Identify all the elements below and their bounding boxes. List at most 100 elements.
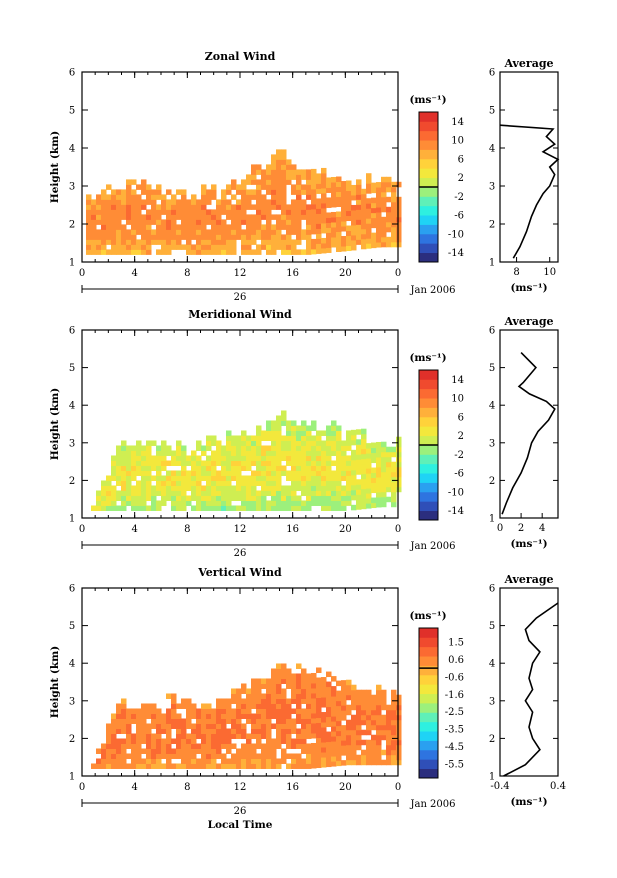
x-tick-label: 4 [131, 268, 137, 279]
y-tick-label: 6 [69, 68, 75, 79]
profile-y-tick-label: 3 [489, 438, 495, 449]
colorbar-tick-label: -14 [448, 248, 464, 259]
profile-y-tick-label: 4 [489, 144, 495, 155]
colorbar-segment [419, 196, 438, 207]
y-tick-label: 3 [69, 182, 75, 193]
colorbar-segment [419, 445, 438, 455]
profile-y-tick-label: 6 [489, 68, 495, 79]
y-axis-label: Height (km) [49, 646, 61, 718]
x-tick-label: 12 [234, 268, 247, 279]
profile-y-tick-label: 2 [489, 734, 495, 745]
y-tick-label: 1 [69, 258, 75, 269]
colorbar-segment [419, 646, 438, 657]
profile-y-tick-label: 5 [489, 363, 495, 374]
x-tick-label: 0 [395, 524, 401, 535]
colorbar-segment [419, 379, 438, 390]
profile-y-tick-label: 1 [489, 258, 495, 269]
y-tick-label: 5 [69, 363, 75, 374]
colorbar-tick-label: -5.5 [445, 760, 464, 771]
colorbar-tick-label: 2 [458, 431, 464, 442]
colorbar-segment [419, 463, 438, 474]
profile-panel: Average 1 2 3 4 5 6 -0.4 0.4(ms⁻¹) [489, 573, 566, 808]
x-tick-label: 4 [131, 524, 137, 535]
colorbar-segment [419, 501, 438, 512]
panel-title: Meridional Wind [188, 308, 292, 321]
colorbar-segment [419, 407, 438, 418]
colorbar-tick-label: -2.5 [445, 707, 464, 718]
colorbar-tick-label: 2 [458, 173, 464, 184]
colorbar-tick-label: 14 [451, 117, 464, 128]
colorbar-tick-label: -10 [448, 229, 464, 240]
colorbar-segment [419, 674, 438, 685]
profile-y-tick-label: 6 [489, 326, 495, 337]
colorbar-segment [419, 454, 438, 465]
profile-frame [499, 587, 559, 777]
colorbar [418, 111, 439, 263]
x-tick-label: 20 [339, 268, 352, 279]
x-tick-label: 20 [339, 782, 352, 793]
colorbar [418, 369, 439, 521]
profile-y-tick-label: 3 [489, 696, 495, 707]
colorbar-segment [419, 224, 438, 235]
profile-title: Average [503, 315, 553, 328]
colorbar-segment [419, 158, 438, 169]
x-tick-label: 12 [234, 524, 247, 535]
y-tick-label: 3 [69, 438, 75, 449]
y-tick-label: 4 [69, 144, 75, 155]
x-tick-label: 16 [286, 782, 299, 793]
colorbar-tick-label: -6 [454, 211, 464, 222]
colorbar-segment [419, 121, 438, 132]
profile-x-tick-label: 10 [543, 267, 556, 278]
colorbar-segment [419, 768, 438, 779]
colorbar-segment [419, 703, 438, 713]
x-tick-label: 0 [395, 782, 401, 793]
panel-title: Zonal Wind [205, 50, 276, 63]
profile-y-tick-label: 2 [489, 476, 495, 487]
profile-x-axis-label: (ms⁻¹) [510, 538, 547, 550]
date-month-label: Jan 2006 [409, 799, 455, 810]
date-day-label: 26 [234, 292, 247, 303]
x-tick-label: 4 [131, 782, 137, 793]
colorbar-segment [419, 205, 438, 216]
x-tick-label: 16 [286, 524, 299, 535]
profile-x-axis-label: (ms⁻¹) [510, 282, 547, 294]
colorbar-segment [419, 712, 438, 723]
heatmap-field [86, 149, 402, 255]
y-tick-label: 2 [69, 734, 75, 745]
colorbar-tick-label: 6 [458, 154, 464, 165]
colorbar-segment [419, 416, 438, 427]
profile-line [499, 124, 560, 259]
colorbar-segment [419, 749, 438, 760]
y-axis-label: Height (km) [49, 131, 61, 203]
colorbar-unit-label: (ms⁻¹) [409, 610, 446, 622]
profile-y-tick-label: 1 [489, 772, 495, 783]
date-day-label: 26 [234, 806, 247, 817]
colorbar-segment [419, 233, 438, 244]
x-tick-label: 0 [79, 268, 85, 279]
y-tick-label: 1 [69, 772, 75, 783]
colorbar-segment [419, 482, 438, 493]
colorbar-tick-label: -10 [448, 487, 464, 498]
heatmap-field [91, 663, 402, 769]
y-tick-label: 4 [69, 401, 75, 412]
date-month-label: Jan 2006 [409, 541, 455, 552]
colorbar-tick-label: 6 [458, 412, 464, 423]
colorbar-segment [419, 491, 438, 502]
profile-y-tick-label: 4 [489, 659, 495, 670]
colorbar [418, 627, 439, 779]
colorbar-tick-label: 14 [451, 375, 464, 386]
profile-x-tick-label: 0.4 [550, 781, 566, 792]
profile-frame [499, 329, 559, 519]
date-month-label: Jan 2006 [409, 285, 455, 296]
y-tick-label: 2 [69, 220, 75, 231]
y-tick-label: 3 [69, 696, 75, 707]
colorbar-segment [419, 721, 438, 732]
colorbar-segment [419, 398, 438, 408]
colorbar-unit-label: (ms⁻¹) [409, 352, 446, 364]
profile-y-tick-label: 5 [489, 621, 495, 632]
colorbar-segment [419, 112, 438, 122]
x-tick-label: 0 [79, 782, 85, 793]
